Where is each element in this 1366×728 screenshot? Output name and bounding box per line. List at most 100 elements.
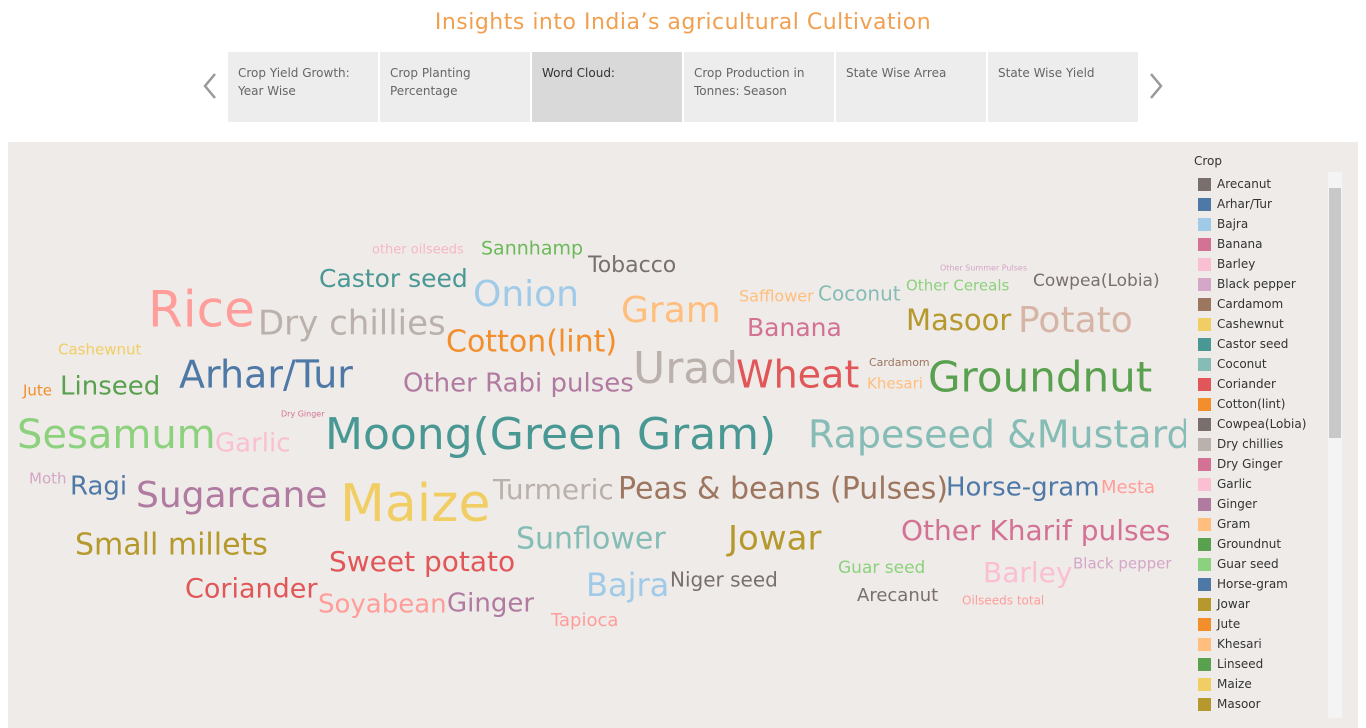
legend-item[interactable]: Khesari <box>1194 634 1344 654</box>
word[interactable]: Garlic <box>215 429 291 459</box>
legend-item[interactable]: Arhar/Tur <box>1194 194 1344 214</box>
word[interactable]: Tapioca <box>550 610 618 631</box>
word[interactable]: Other Summer Pulses <box>940 264 1027 273</box>
word[interactable]: Other Rabi pulses <box>403 369 634 399</box>
legend-item[interactable]: Masoor <box>1194 694 1344 714</box>
word[interactable]: Sannhamp <box>481 238 583 260</box>
word[interactable]: Jowar <box>726 519 821 559</box>
word[interactable]: Sunflower <box>516 522 666 557</box>
tab-label: Crop Planting <box>390 66 471 80</box>
word[interactable]: Turmeric <box>492 473 614 506</box>
word[interactable]: Potato <box>1018 300 1133 341</box>
word[interactable]: Khesari <box>867 375 923 393</box>
word[interactable]: Oilseeds total <box>962 594 1044 608</box>
legend-item[interactable]: Cashewnut <box>1194 314 1344 334</box>
legend-item[interactable]: Cotton(lint) <box>1194 394 1344 414</box>
legend-item[interactable]: Garlic <box>1194 474 1344 494</box>
word[interactable]: Ginger <box>447 589 534 619</box>
word[interactable]: Barley <box>983 556 1072 589</box>
tab-label: State Wise Yield <box>998 66 1095 80</box>
word[interactable]: Arecanut <box>857 585 938 606</box>
legend-item[interactable]: Ginger <box>1194 494 1344 514</box>
legend-item[interactable]: Castor seed <box>1194 334 1344 354</box>
word[interactable]: other oilseeds <box>372 243 464 258</box>
legend-item[interactable]: Bajra <box>1194 214 1344 234</box>
word[interactable]: Castor seed <box>319 264 468 293</box>
word[interactable]: Cashewnut <box>58 341 141 359</box>
word[interactable]: Urad <box>633 343 738 394</box>
tab[interactable]: Crop Planting Percentage <box>380 52 530 122</box>
word[interactable]: Arhar/Tur <box>179 353 353 397</box>
prev-arrow[interactable] <box>200 70 220 102</box>
legend-item[interactable]: Cardamom <box>1194 294 1344 314</box>
word[interactable]: Rice <box>148 281 255 339</box>
word[interactable]: Soyabean <box>318 590 447 620</box>
word[interactable]: Black pepper <box>1073 555 1172 573</box>
word[interactable]: Wheat <box>736 353 859 397</box>
word[interactable]: Niger seed <box>670 568 778 592</box>
word[interactable]: Horse-gram <box>946 473 1100 503</box>
word[interactable]: Cardamom <box>869 356 930 369</box>
word[interactable]: Sesamum <box>17 412 216 458</box>
word[interactable]: Cotton(lint) <box>446 325 617 360</box>
scrollbar[interactable] <box>1328 172 1342 718</box>
legend-swatch <box>1198 217 1211 231</box>
word[interactable]: Cowpea(Lobia) <box>1033 271 1160 291</box>
legend-item[interactable]: Horse-gram <box>1194 574 1344 594</box>
word-cloud-panel: other oilseeds Sannhamp Tobacco Other Summe… <box>8 142 1358 728</box>
word[interactable]: Maize <box>340 474 490 534</box>
legend-item[interactable]: Black pepper <box>1194 274 1344 294</box>
word[interactable]: Tobacco <box>587 253 676 278</box>
legend-item[interactable]: Linseed <box>1194 654 1344 674</box>
legend-item[interactable]: Jute <box>1194 614 1344 634</box>
word[interactable]: Other Kharif pulses <box>901 514 1170 547</box>
legend-item[interactable]: Cowpea(Lobia) <box>1194 414 1344 434</box>
legend-item[interactable]: Coriander <box>1194 374 1344 394</box>
tab[interactable]: State Wise Arrea <box>836 52 986 122</box>
word[interactable]: Bajra <box>586 566 669 604</box>
tab[interactable]: State Wise Yield <box>988 52 1138 122</box>
legend-item[interactable]: Maize <box>1194 674 1344 694</box>
legend-label: Gram <box>1217 517 1251 531</box>
word[interactable]: Sweet potato <box>329 545 515 578</box>
word[interactable]: Guar seed <box>838 558 925 578</box>
word[interactable]: Rapeseed &Mustard <box>808 413 1186 457</box>
legend-item[interactable]: Jowar <box>1194 594 1344 614</box>
legend-label: Coriander <box>1217 377 1276 391</box>
tab[interactable]: Crop Production in Tonnes: Season <box>684 52 834 122</box>
legend-item[interactable]: Arecanut <box>1194 174 1344 194</box>
word[interactable]: Ragi <box>70 472 127 502</box>
word[interactable]: Moong(Green Gram) <box>325 409 776 460</box>
word[interactable]: Onion <box>473 274 579 315</box>
word[interactable]: Gram <box>621 290 721 331</box>
word[interactable]: Moth <box>29 470 67 488</box>
word[interactable]: Banana <box>747 313 842 342</box>
legend-item[interactable]: Dry chillies <box>1194 434 1344 454</box>
word[interactable]: Mesta <box>1101 477 1155 498</box>
word[interactable]: Peas & beans (Pulses) <box>618 472 948 507</box>
legend-item[interactable]: Banana <box>1194 234 1344 254</box>
word[interactable]: Jute <box>22 382 52 400</box>
word[interactable]: Linseed <box>60 372 160 402</box>
word[interactable]: Dry Ginger <box>281 410 325 419</box>
tab[interactable]: Word Cloud: <box>532 52 682 122</box>
word[interactable]: Other Cereals <box>906 277 1009 295</box>
legend-item[interactable]: Guar seed <box>1194 554 1344 574</box>
scroll-thumb[interactable] <box>1329 188 1341 438</box>
word[interactable]: Safflower <box>739 287 814 306</box>
legend-item[interactable]: Gram <box>1194 514 1344 534</box>
legend-item[interactable]: Dry Ginger <box>1194 454 1344 474</box>
legend-item[interactable]: Groundnut <box>1194 534 1344 554</box>
next-arrow[interactable] <box>1146 70 1166 102</box>
word[interactable]: Masoor <box>906 303 1011 337</box>
word[interactable]: Groundnut <box>928 353 1152 402</box>
legend-item[interactable]: Barley <box>1194 254 1344 274</box>
word[interactable]: Dry chillies <box>258 304 446 344</box>
legend-item[interactable]: Coconut <box>1194 354 1344 374</box>
tab[interactable]: Crop Yield Growth: Year Wise <box>228 52 378 122</box>
word[interactable]: Coriander <box>185 574 318 605</box>
legend-label: Dry chillies <box>1217 437 1284 451</box>
word[interactable]: Sugarcane <box>136 475 327 516</box>
word[interactable]: Small millets <box>75 528 268 563</box>
word[interactable]: Coconut <box>818 282 901 306</box>
